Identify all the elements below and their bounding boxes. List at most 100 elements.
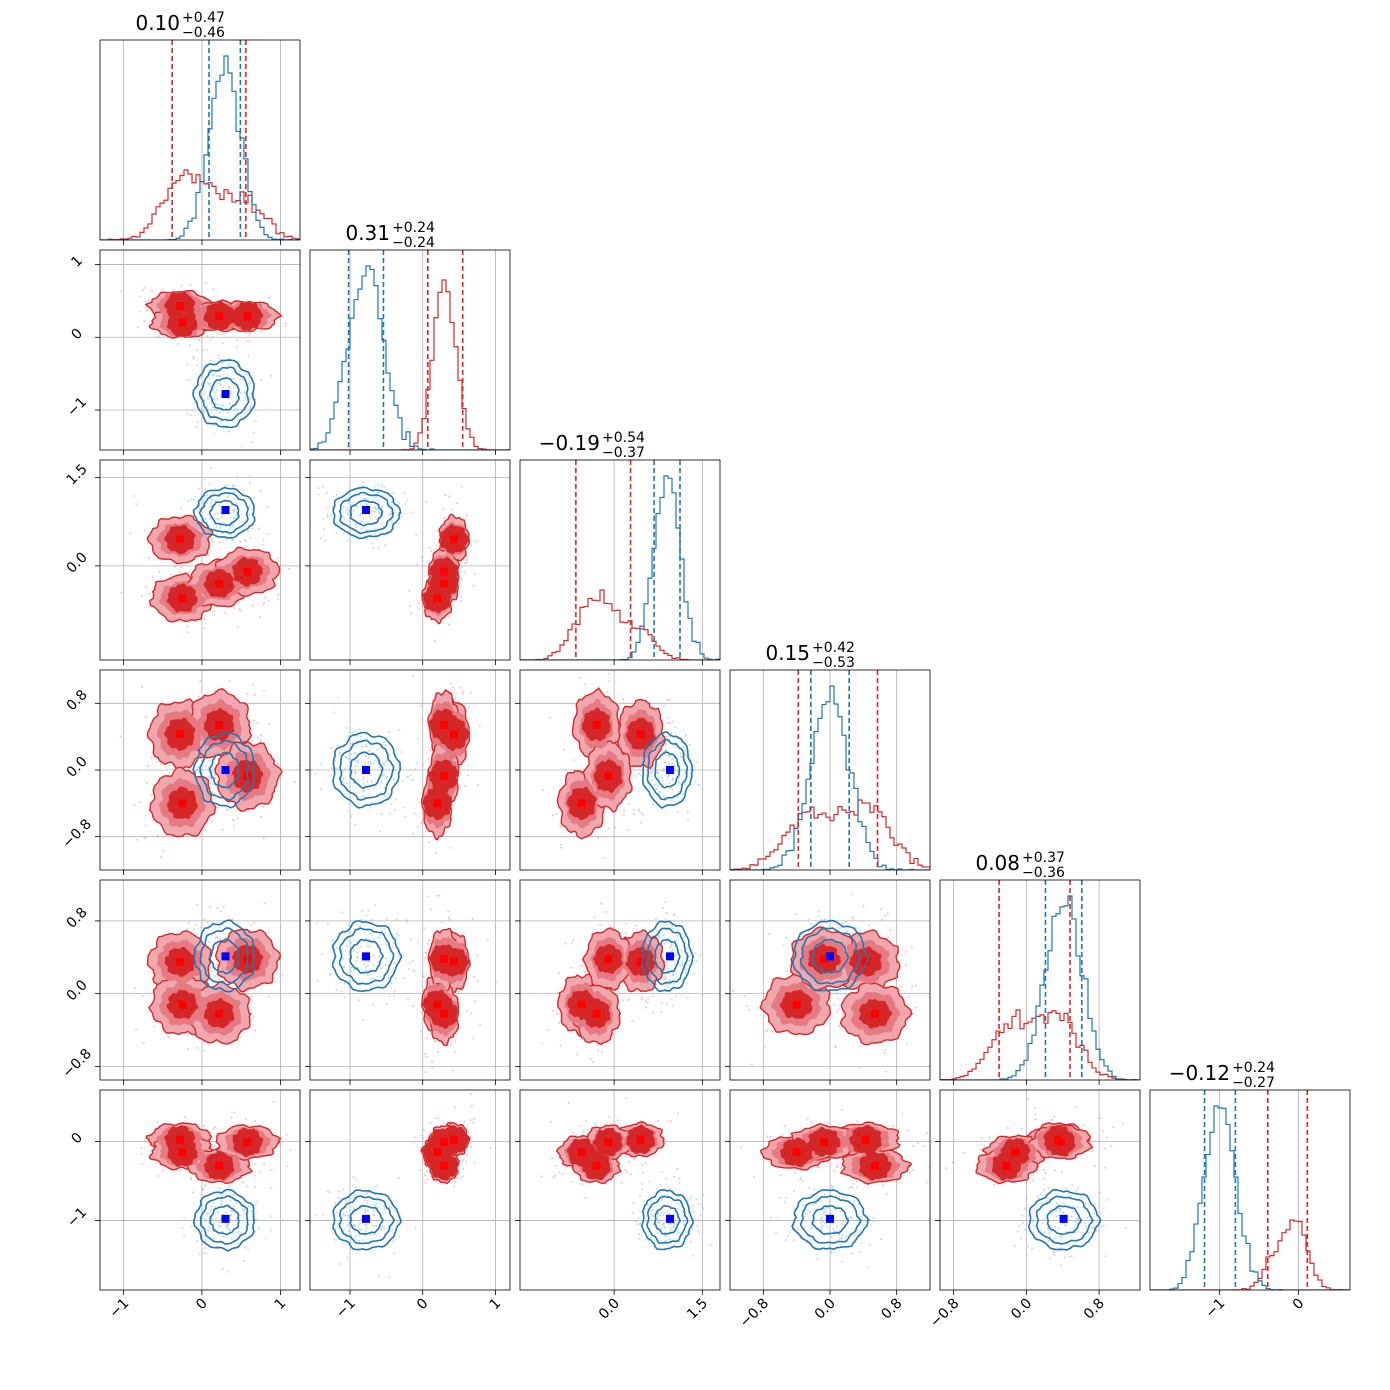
blue-sample-point — [234, 1219, 237, 1222]
blue-sample-point — [657, 1212, 660, 1215]
blue-sample-point — [828, 1200, 831, 1203]
blue-contour — [646, 927, 689, 986]
red-sample-point — [179, 1168, 182, 1171]
red-sample-point — [156, 761, 159, 764]
y-tick-label: 0.0 — [64, 977, 91, 1004]
blue-sample-point — [658, 935, 661, 938]
blue-sample-point — [1074, 1189, 1077, 1192]
blue-contour — [349, 1204, 385, 1235]
blue-sample-point — [236, 817, 239, 820]
blue-sample-point — [677, 1231, 680, 1234]
blue-sample-point — [322, 517, 325, 520]
red-sample-point — [666, 642, 668, 644]
blue-sample-point — [219, 910, 222, 913]
blue-contour — [654, 750, 681, 789]
blue-mode-marker — [826, 1214, 834, 1223]
blue-sample-point — [209, 382, 212, 385]
red-sample-point — [442, 508, 445, 511]
blue-sample-point — [168, 764, 171, 767]
blue-sample-point — [368, 750, 371, 753]
blue-sample-point — [1069, 1235, 1072, 1238]
blue-sample-point — [375, 1202, 378, 1205]
blue-sample-point — [259, 738, 262, 741]
blue-sample-point — [1047, 1239, 1050, 1242]
panel-0-0: 0.10 +0.47−0.46 — [99, 10, 301, 245]
x-tick-label: −1 — [106, 1296, 132, 1322]
blue-sample-point — [221, 923, 224, 926]
blue-sample-point — [384, 957, 387, 960]
red-mode-marker — [215, 579, 224, 588]
red-mode-marker — [1056, 1138, 1065, 1147]
blue-sample-point — [371, 509, 374, 512]
blue-sample-point — [373, 785, 376, 788]
red-sample-point — [203, 627, 206, 630]
blue-sample-point — [251, 1215, 254, 1218]
red-sample-point — [608, 672, 611, 675]
red-sample-point — [264, 596, 267, 599]
blue-sample-point — [211, 920, 214, 923]
blue-sample-point — [369, 516, 372, 519]
blue-sample-point — [1081, 1231, 1084, 1234]
red-sample-point — [841, 1013, 844, 1016]
red-sample-point — [629, 1173, 632, 1176]
red-mode-marker — [871, 1161, 879, 1170]
red-sample-point — [466, 557, 469, 560]
blue-sample-point — [215, 517, 218, 520]
blue-sample-point — [236, 409, 239, 412]
blue-sample-point — [873, 1220, 876, 1223]
blue-sample-point — [342, 515, 345, 518]
blue-sample-point — [243, 411, 246, 414]
blue-sample-point — [228, 362, 231, 365]
red-sample-point — [466, 559, 469, 562]
red-sample-point — [884, 1048, 887, 1051]
red-mode-marker — [178, 1000, 187, 1009]
blue-sample-point — [367, 760, 370, 763]
blue-sample-point — [1058, 1227, 1061, 1230]
panel-frame — [519, 879, 721, 1081]
blue-sample-point — [240, 445, 243, 448]
blue-sample-point — [662, 906, 665, 909]
red-sample-point — [451, 604, 454, 607]
blue-sample-point — [1054, 1237, 1057, 1240]
red-sample-point — [209, 338, 212, 341]
red-sample-point — [465, 562, 468, 565]
blue-sample-point — [1026, 1197, 1029, 1200]
blue-sample-point — [381, 774, 384, 777]
blue-sample-point — [356, 952, 359, 955]
blue-sample-point — [658, 1191, 661, 1194]
blue-sample-point — [671, 948, 674, 951]
red-sample-point — [260, 734, 263, 737]
blue-sample-point — [224, 925, 227, 928]
blue-sample-point — [816, 1257, 819, 1260]
blue-sample-point — [1070, 1215, 1073, 1218]
red-sample-point — [260, 815, 263, 818]
blue-sample-point — [355, 1194, 358, 1197]
blue-sample-point — [1065, 1230, 1068, 1233]
blue-sample-point — [225, 1270, 228, 1273]
red-sample-point — [194, 770, 197, 773]
blue-sample-point — [264, 1237, 267, 1240]
red-sample-point — [594, 1123, 597, 1126]
blue-sample-point — [215, 1245, 218, 1248]
red-sample-point — [138, 801, 141, 804]
blue-contour — [811, 1204, 850, 1235]
blue-sample-point — [660, 1011, 663, 1014]
blue-sample-point — [680, 949, 683, 952]
blue-sample-point — [190, 1225, 193, 1228]
blue-sample-point — [861, 1224, 864, 1227]
red-sample-point — [1053, 1115, 1056, 1118]
panel-title-value: 0.08 — [975, 851, 1020, 875]
blue-sample-point — [1041, 1222, 1044, 1225]
blue-sample-point — [328, 1191, 331, 1194]
red-mode-marker — [592, 721, 601, 729]
red-sample-point — [246, 1185, 249, 1188]
red-sample-point — [120, 290, 123, 293]
red-sample-point — [1106, 1136, 1109, 1139]
blue-sample-point — [684, 733, 687, 736]
blue-sample-point — [360, 918, 363, 921]
blue-sample-point — [674, 726, 677, 729]
red-sample-point — [583, 970, 586, 973]
blue-sample-point — [372, 491, 375, 494]
blue-sample-point — [322, 1213, 325, 1216]
blue-sample-point — [189, 414, 192, 417]
